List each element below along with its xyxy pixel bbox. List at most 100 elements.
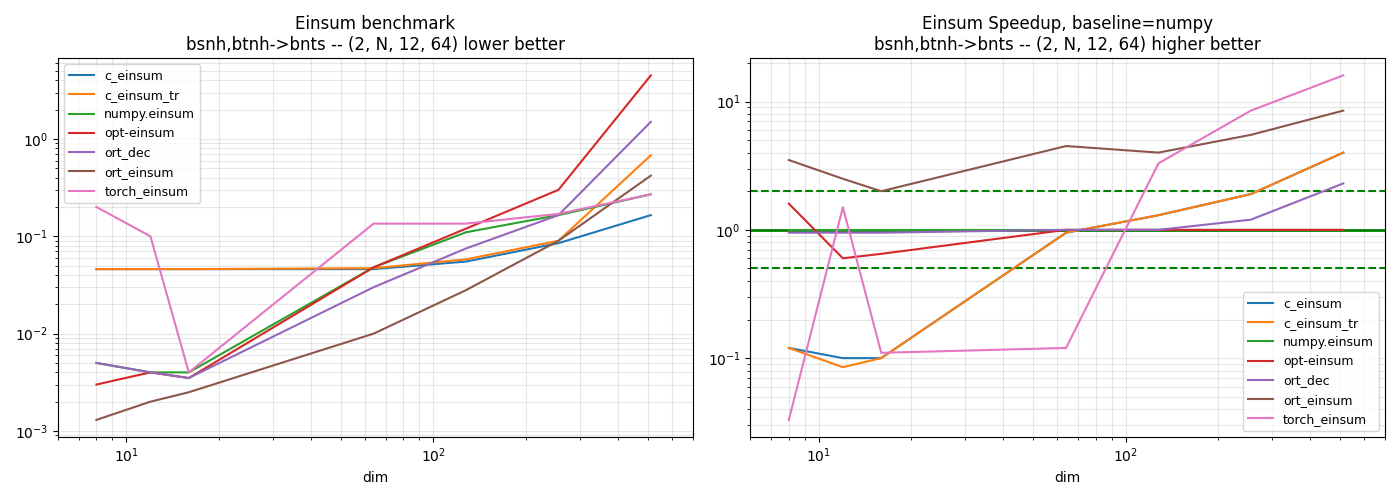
numpy.einsum xyxy=(834,227,851,233)
Line: ort_dec: ort_dec xyxy=(97,122,651,378)
c_einsum_tr xyxy=(88,266,105,272)
ort_dec xyxy=(1336,180,1352,186)
ort_dec xyxy=(1057,227,1074,233)
torch_einsum xyxy=(1336,72,1352,78)
torch_einsum xyxy=(780,417,797,423)
opt-einsum xyxy=(1057,227,1074,233)
Line: opt-einsum: opt-einsum xyxy=(788,204,1344,258)
ort_dec xyxy=(780,230,797,235)
torch_einsum xyxy=(88,204,105,210)
Line: c_einsum_tr: c_einsum_tr xyxy=(97,156,651,269)
numpy.einsum xyxy=(1242,227,1259,233)
ort_einsum xyxy=(1336,108,1352,114)
Legend: c_einsum, c_einsum_tr, numpy.einsum, opt-einsum, ort_dec, ort_einsum, torch_eins: c_einsum, c_einsum_tr, numpy.einsum, opt… xyxy=(1243,292,1379,431)
opt-einsum xyxy=(1149,227,1166,233)
c_einsum xyxy=(181,266,197,272)
Line: opt-einsum: opt-einsum xyxy=(97,76,651,384)
numpy.einsum xyxy=(181,370,197,376)
c_einsum xyxy=(88,266,105,272)
torch_einsum xyxy=(872,350,889,356)
c_einsum_tr xyxy=(1149,212,1166,218)
Line: c_einsum: c_einsum xyxy=(788,152,1344,358)
ort_dec xyxy=(1242,216,1259,222)
ort_einsum xyxy=(1242,132,1259,138)
ort_einsum xyxy=(365,330,382,336)
c_einsum xyxy=(872,355,889,361)
ort_einsum xyxy=(141,398,158,404)
ort_einsum xyxy=(181,389,197,395)
numpy.einsum xyxy=(458,230,475,235)
opt-einsum xyxy=(1242,227,1259,233)
opt-einsum xyxy=(141,370,158,376)
ort_einsum xyxy=(550,238,567,244)
ort_dec xyxy=(458,246,475,252)
c_einsum_tr xyxy=(1242,191,1259,197)
c_einsum xyxy=(1336,150,1352,156)
Line: ort_dec: ort_dec xyxy=(788,184,1344,232)
c_einsum xyxy=(365,266,382,272)
Line: c_einsum_tr: c_einsum_tr xyxy=(788,152,1344,367)
Title: Einsum benchmark
bsnh,btnh->bnts -- (2, N, 12, 64) lower better: Einsum benchmark bsnh,btnh->bnts -- (2, … xyxy=(186,15,564,54)
ort_einsum xyxy=(872,188,889,194)
c_einsum_tr xyxy=(1336,150,1352,156)
Line: numpy.einsum: numpy.einsum xyxy=(97,194,651,372)
opt-einsum xyxy=(181,375,197,381)
opt-einsum xyxy=(780,200,797,206)
ort_einsum xyxy=(1057,143,1074,149)
opt-einsum xyxy=(872,251,889,257)
numpy.einsum xyxy=(780,227,797,233)
Line: ort_einsum: ort_einsum xyxy=(788,110,1344,191)
ort_dec xyxy=(834,230,851,235)
c_einsum xyxy=(780,345,797,351)
torch_einsum xyxy=(1057,345,1074,351)
opt-einsum xyxy=(643,72,659,78)
numpy.einsum xyxy=(365,264,382,270)
opt-einsum xyxy=(1336,227,1352,233)
torch_einsum xyxy=(141,234,158,239)
c_einsum_tr xyxy=(550,238,567,244)
numpy.einsum xyxy=(1149,227,1166,233)
c_einsum xyxy=(834,355,851,361)
ort_dec xyxy=(872,230,889,235)
ort_einsum xyxy=(780,157,797,163)
X-axis label: dim: dim xyxy=(1054,471,1081,485)
ort_dec xyxy=(550,212,567,218)
numpy.einsum xyxy=(88,360,105,366)
c_einsum xyxy=(1057,230,1074,235)
c_einsum_tr xyxy=(780,345,797,351)
Line: torch_einsum: torch_einsum xyxy=(788,76,1344,420)
c_einsum_tr xyxy=(365,265,382,271)
X-axis label: dim: dim xyxy=(363,471,388,485)
torch_einsum xyxy=(550,211,567,217)
Legend: c_einsum, c_einsum_tr, numpy.einsum, opt-einsum, ort_dec, ort_einsum, torch_eins: c_einsum, c_einsum_tr, numpy.einsum, opt… xyxy=(64,64,200,203)
numpy.einsum xyxy=(550,212,567,218)
ort_einsum xyxy=(88,417,105,423)
ort_einsum xyxy=(458,287,475,293)
ort_dec xyxy=(365,284,382,290)
c_einsum xyxy=(1242,191,1259,197)
opt-einsum xyxy=(550,187,567,193)
c_einsum xyxy=(550,240,567,246)
c_einsum_tr xyxy=(872,355,889,361)
ort_einsum xyxy=(643,172,659,178)
ort_einsum xyxy=(834,176,851,182)
c_einsum_tr xyxy=(141,266,158,272)
torch_einsum xyxy=(834,204,851,210)
c_einsum_tr xyxy=(643,152,659,158)
torch_einsum xyxy=(365,220,382,226)
ort_einsum xyxy=(1149,150,1166,156)
opt-einsum xyxy=(88,382,105,388)
c_einsum_tr xyxy=(1057,230,1074,235)
c_einsum xyxy=(643,212,659,218)
torch_einsum xyxy=(643,192,659,198)
opt-einsum xyxy=(458,226,475,232)
ort_dec xyxy=(643,119,659,125)
Line: ort_einsum: ort_einsum xyxy=(97,176,651,420)
Title: Einsum Speedup, baseline=numpy
bsnh,btnh->bnts -- (2, N, 12, 64) higher better: Einsum Speedup, baseline=numpy bsnh,btnh… xyxy=(875,15,1261,54)
ort_dec xyxy=(1149,227,1166,233)
numpy.einsum xyxy=(141,370,158,376)
c_einsum xyxy=(458,258,475,264)
c_einsum_tr xyxy=(458,256,475,262)
c_einsum xyxy=(141,266,158,272)
ort_dec xyxy=(88,360,105,366)
